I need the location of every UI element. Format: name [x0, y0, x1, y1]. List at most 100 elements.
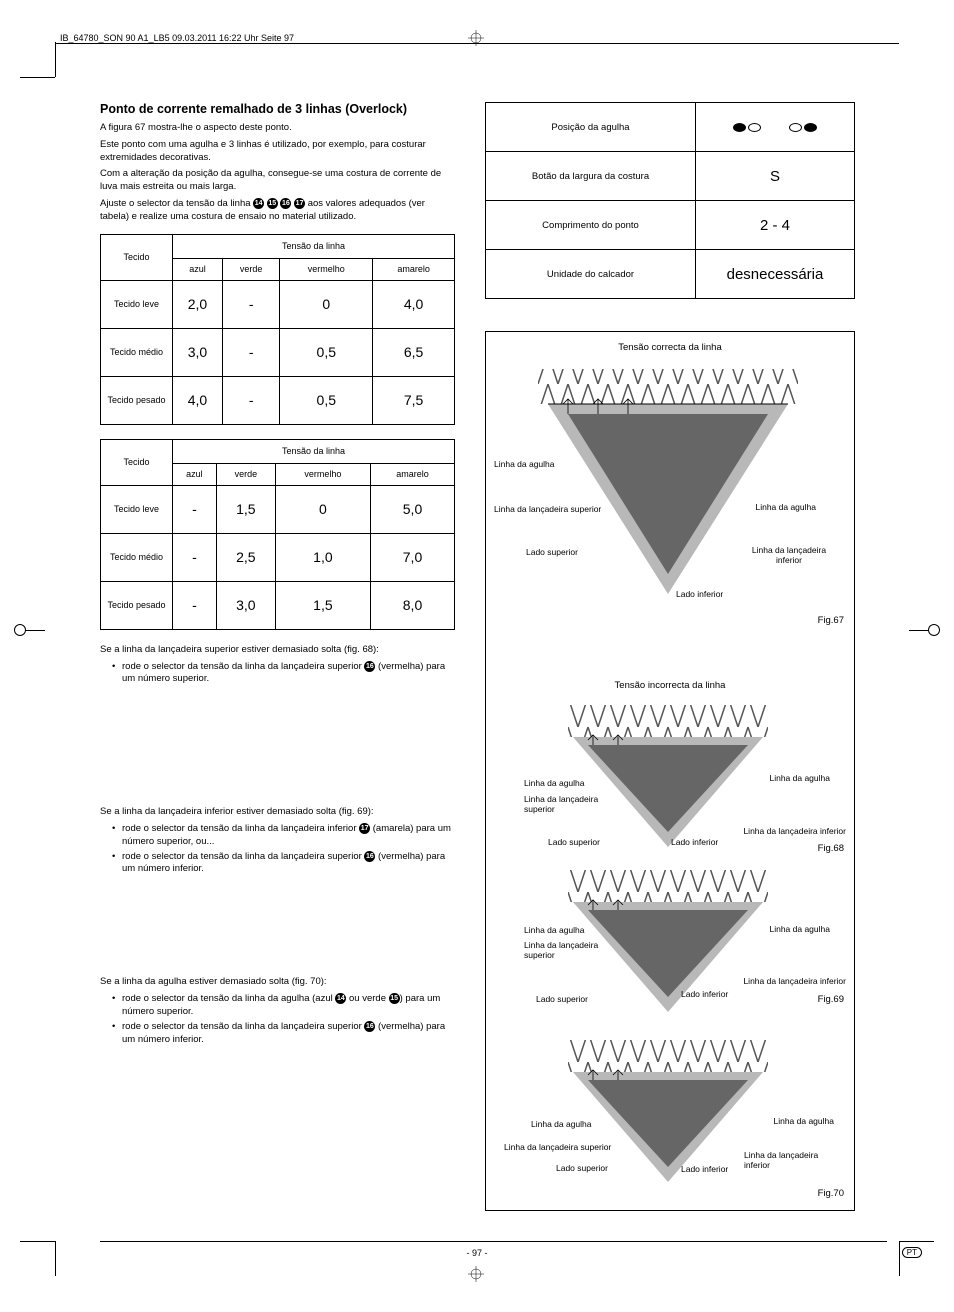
running-header: IB_64780_SON 90 A1_LB5 09.03.2011 16:22 …: [60, 33, 294, 43]
t2-r2-v3: 8,0: [371, 581, 455, 629]
th2-vermelho: vermelho: [275, 463, 370, 485]
t1-r1-v3: 6,5: [373, 328, 455, 376]
figures-container: Tensão correcta da linha Linha da agulha…: [485, 331, 855, 1211]
s-r3-val: desnecessária: [696, 250, 855, 299]
fig70-lbl-3: Lado superior: [556, 1163, 608, 1173]
th-azul: azul: [173, 258, 223, 280]
para-fig69: Se a linha da lançadeira inferior estive…: [100, 806, 455, 819]
t1-r0-v3: 4,0: [373, 280, 455, 328]
b69-1: rode o selector da tensão da linha da la…: [112, 851, 455, 877]
t1-r2-v2: 0,5: [280, 376, 373, 424]
s-r2-val: 2 - 4: [696, 201, 855, 250]
th2-fabric: Tecido: [101, 439, 173, 485]
fig68-lbl-6: Lado inferior: [671, 837, 718, 847]
t2-r1-v3: 7,0: [371, 533, 455, 581]
fig70-lbl-5: Linha da lançadeirainferior: [744, 1150, 834, 1170]
fig69-caption: Fig.69: [818, 994, 844, 1005]
fig69-lbl-3: Lado superior: [536, 994, 588, 1004]
th-verde: verde: [222, 258, 279, 280]
settings-table: Posição da agulha Botão da largura da co…: [485, 102, 855, 299]
s-r1-lbl: Botão da largura da costura: [486, 152, 696, 201]
intro-p2: Este ponto com uma agulha e 3 linhas é u…: [100, 139, 455, 165]
fig68-caption: Fig.68: [818, 843, 844, 854]
ref-16-icon: 16: [280, 198, 291, 209]
t1-r1-v2: 0,5: [280, 328, 373, 376]
ref-14-icon: 14: [253, 198, 264, 209]
t2-r2-v0: -: [173, 581, 217, 629]
t1-r2-v3: 7,5: [373, 376, 455, 424]
ref-16-icon: 16: [364, 661, 375, 672]
b68-0: rode o selector da tensão da linha da la…: [112, 661, 455, 687]
registration-mark-icon: [468, 1266, 484, 1282]
tension-table-1: TecidoTensão da linha azulverdevermelhoa…: [100, 234, 455, 425]
para-fig68: Se a linha da lançadeira superior estive…: [100, 644, 455, 657]
t1-r0-v1: -: [222, 280, 279, 328]
fig69-lbl-6: Lado inferior: [681, 989, 728, 999]
fig67-lbl-2: Linha da lançadeira superior: [494, 504, 601, 514]
fig67-lbl-4: Linha da agulha: [755, 502, 816, 512]
fig69-lbl-5: Linha da lançadeira inferior: [743, 976, 846, 986]
language-badge: PT: [902, 1247, 922, 1258]
th-tension: Tensão da linha: [173, 234, 455, 258]
tension-table-2: TecidoTensão da linha azulverdevermelhoa…: [100, 439, 455, 630]
t1-r1-v1: -: [222, 328, 279, 376]
fig68-lbl-5: Linha da lançadeira inferior: [743, 826, 846, 836]
ref-15-icon: 15: [267, 198, 278, 209]
ref-17-icon: 17: [359, 823, 370, 834]
bullets-68: rode o selector da tensão da linha da la…: [112, 661, 455, 687]
fig67-lbl-5: Linha da lançadeirainferior: [744, 545, 834, 565]
fig67-diagram: [498, 354, 838, 614]
fig68-lbl-2: Linha da lançadeirasuperior: [524, 794, 614, 814]
s-r0-val: [696, 103, 855, 152]
intro-p3: Com a alteração da posição da agulha, co…: [100, 168, 455, 194]
fig68-lbl-4: Linha da agulha: [769, 773, 830, 783]
s-r3-lbl: Unidade do calcador: [486, 250, 696, 299]
b70-1: rode o selector da tensão da linha da la…: [112, 1021, 455, 1047]
fig67-lbl-6: Lado inferior: [676, 589, 723, 599]
fig70-lbl-2: Linha da lançadeira superior: [504, 1142, 611, 1152]
ref-17-icon: 17: [294, 198, 305, 209]
b70-0: rode o selector da tensão da linha da ag…: [112, 993, 455, 1019]
t2-r1-v1: 2,5: [216, 533, 275, 581]
fig67-lbl-1: Linha da agulha: [494, 459, 555, 469]
fig69-lbl-1: Linha da agulha: [524, 925, 585, 935]
fig70-lbl-4: Linha da agulha: [773, 1116, 834, 1126]
th-vermelho: vermelho: [280, 258, 373, 280]
t1-r1-fabric: Tecido médio: [101, 328, 173, 376]
t2-r2-fabric: Tecido pesado: [101, 581, 173, 629]
t2-r2-v2: 1,5: [275, 581, 370, 629]
t2-r1-fabric: Tecido médio: [101, 533, 173, 581]
fig70-lbl-1: Linha da agulha: [531, 1119, 592, 1129]
ref-16-icon: 16: [364, 851, 375, 862]
t1-r0-v0: 2,0: [173, 280, 223, 328]
bullets-69: rode o selector da tensão da linha da la…: [112, 823, 455, 876]
needle-dot-icon: [789, 123, 802, 132]
intro-p1: A figura 67 mostra-lhe o aspecto deste p…: [100, 122, 455, 135]
para-fig70: Se a linha da agulha estiver demasiado s…: [100, 976, 455, 989]
b69-0: rode o selector da tensão da linha da la…: [112, 823, 455, 849]
fig69-lbl-2: Linha da lançadeirasuperior: [524, 940, 614, 960]
s-r2-lbl: Comprimento do ponto: [486, 201, 696, 250]
th2-tension: Tensão da linha: [173, 439, 455, 463]
ref-14-icon: 14: [335, 993, 346, 1004]
fig68-lbl-1: Linha da agulha: [524, 778, 585, 788]
th-amarelo: amarelo: [373, 258, 455, 280]
intro-p4: Ajuste o selector da tensão da linha 14 …: [100, 198, 455, 224]
fig70-caption: Fig.70: [818, 1188, 844, 1199]
fig67-lbl-3: Lado superior: [526, 547, 578, 557]
t2-r0-v3: 5,0: [371, 485, 455, 533]
t1-r0-fabric: Tecido leve: [101, 280, 173, 328]
t1-r0-v2: 0: [280, 280, 373, 328]
t1-r1-v0: 3,0: [173, 328, 223, 376]
s-r1-val: S: [696, 152, 855, 201]
t1-r2-fabric: Tecido pesado: [101, 376, 173, 424]
s-r0-lbl: Posição da agulha: [486, 103, 696, 152]
page-title: Ponto de corrente remalhado de 3 linhas …: [100, 102, 455, 116]
t1-r2-v1: -: [222, 376, 279, 424]
t2-r0-fabric: Tecido leve: [101, 485, 173, 533]
fig70-lbl-6: Lado inferior: [681, 1164, 728, 1174]
fig68-title: Tensão incorrecta da linha: [486, 680, 854, 691]
registration-mark-icon: [468, 30, 484, 46]
th2-verde: verde: [216, 463, 275, 485]
th2-amarelo: amarelo: [371, 463, 455, 485]
